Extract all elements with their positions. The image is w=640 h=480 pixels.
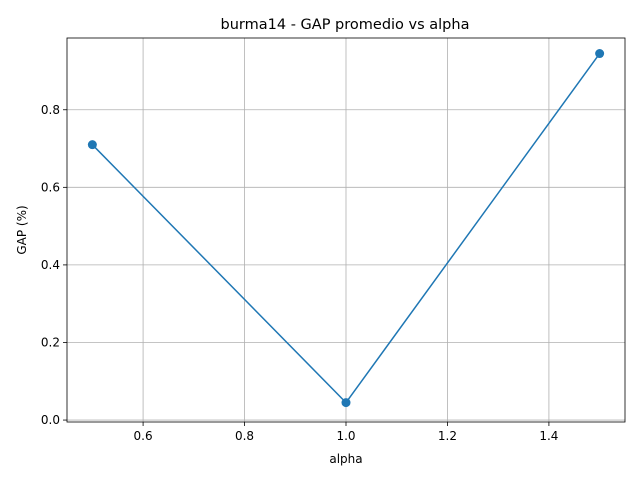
x-tick-label: 1.2 [438, 429, 457, 443]
y-axis-label: GAP (%) [15, 205, 29, 254]
grid-lines [67, 38, 625, 422]
y-tick-label: 0.4 [41, 258, 60, 272]
y-tick-label: 0.0 [41, 413, 60, 427]
chart-title: burma14 - GAP promedio vs alpha [221, 17, 470, 33]
x-axis-label: alpha [329, 452, 362, 466]
x-tick-label: 0.6 [134, 429, 153, 443]
data-point [341, 398, 351, 408]
axis-ticks: 0.6 0.8 1.0 1.2 1.4 0.0 0.2 0.4 0.6 0.8 [41, 103, 559, 443]
data-point [87, 140, 97, 150]
y-tick-label: 0.6 [41, 180, 60, 194]
y-tick-label: 0.8 [41, 103, 60, 117]
y-tick-label: 0.2 [41, 335, 60, 349]
data-point [595, 49, 605, 59]
x-tick-label: 1.4 [539, 429, 558, 443]
x-tick-label: 0.8 [235, 429, 254, 443]
series-group [87, 49, 605, 408]
x-tick-label: 1.0 [336, 429, 355, 443]
